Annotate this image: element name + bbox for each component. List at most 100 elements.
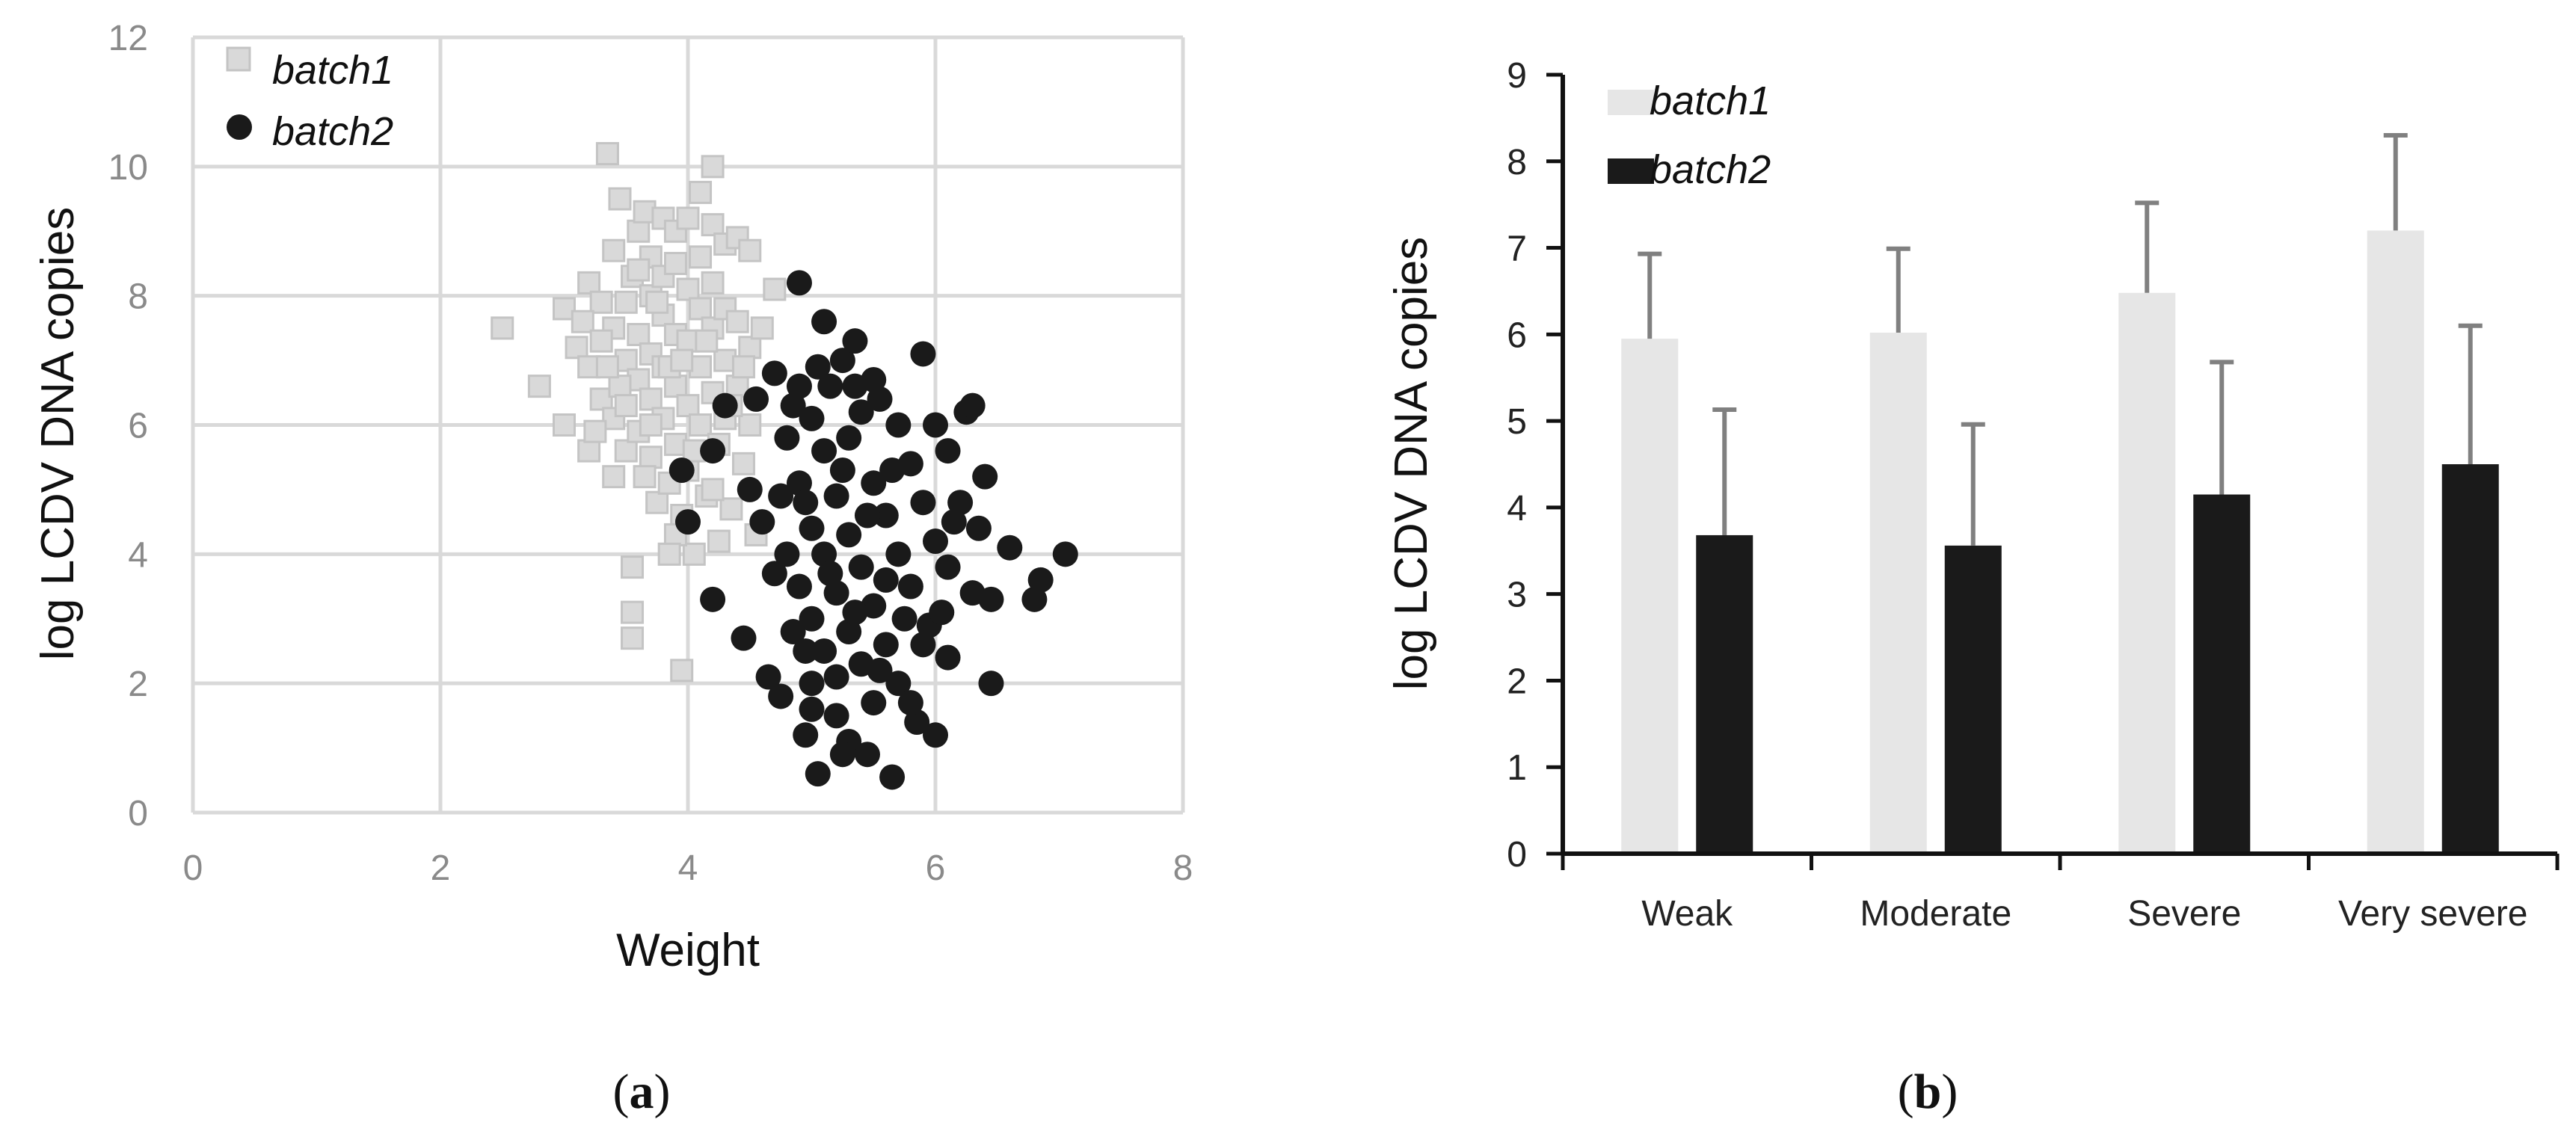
batch2-point	[897, 573, 923, 600]
batch2-point	[749, 509, 775, 535]
batch2-point	[823, 664, 849, 690]
batch2-point	[910, 632, 936, 658]
batch1-point	[639, 387, 663, 411]
batch2-point	[823, 483, 849, 509]
batch2-point	[786, 373, 812, 399]
batch1-point	[491, 316, 514, 340]
batch1-point	[589, 329, 613, 353]
batch2-point	[873, 632, 899, 658]
batch1-bar	[1621, 339, 1679, 854]
scatter-x-tick-label: 0	[183, 848, 203, 888]
batch1-point	[527, 375, 551, 398]
batch2-point	[1027, 567, 1054, 593]
batch1-point	[657, 355, 681, 379]
legend-batch2-label: batch2	[1650, 147, 1771, 192]
legend-batch1-label: batch1	[272, 48, 393, 93]
panel-a-open: (	[613, 1064, 630, 1119]
bar-chart: 0 1 2 3 4 5 6 7 8 9 Weak Moderate Severe Very severe…	[1386, 56, 2560, 1119]
panel-b-open: (	[1898, 1064, 1914, 1119]
batch1-point	[602, 316, 626, 340]
batch1-point	[701, 155, 725, 179]
batch1-point	[639, 446, 663, 469]
batch2-point	[793, 722, 819, 748]
bar-y-tick-labels: 0 1 2 3 4 5 6 7 8 9	[1507, 56, 1527, 875]
batch1-point	[645, 290, 669, 314]
batch2-point	[799, 606, 825, 632]
bar-category-labels: Weak Moderate Severe Very severe	[1641, 894, 2527, 934]
scatter-y-tick-label: 4	[128, 535, 148, 575]
batch2-bar	[2193, 494, 2251, 854]
batch2-point	[978, 586, 1004, 612]
batch2-point	[823, 580, 849, 606]
batch1-point	[670, 348, 694, 372]
batch2-point	[811, 309, 837, 335]
batch2-point	[910, 341, 936, 367]
scatter-y-tick-label: 12	[108, 19, 148, 58]
legend-batch1-marker	[226, 46, 251, 72]
batch1-point	[731, 355, 755, 379]
batch2-point	[675, 509, 701, 535]
scatter-y-tick-label: 0	[128, 794, 148, 834]
batch1-point	[583, 419, 607, 443]
bar-y-tick-label: 1	[1507, 748, 1527, 788]
scatter-y-tick-label: 10	[108, 148, 148, 188]
batch2-point	[768, 483, 794, 509]
batch1-point	[701, 478, 725, 502]
batch1-point	[689, 413, 713, 437]
batch2-point	[965, 515, 992, 541]
scatter-x-tick-label: 2	[431, 848, 451, 888]
batch2-point	[743, 386, 769, 412]
batch2-point	[848, 399, 874, 425]
batch1-point	[689, 245, 713, 269]
batch1-point	[663, 219, 687, 243]
batch2-point	[935, 554, 961, 580]
batch1-point	[738, 413, 762, 437]
batch2-bar	[1696, 534, 1753, 854]
batch2-point	[935, 644, 961, 671]
batch1-point	[602, 238, 626, 262]
batch1-point	[738, 238, 762, 262]
scatter-legend: batch1 batch2	[226, 46, 393, 154]
batch1-point	[614, 290, 638, 314]
batch2-point	[867, 386, 893, 412]
batch1-bar	[1869, 333, 1927, 854]
scatter-y-tick-label: 6	[128, 407, 148, 446]
batch1-point	[627, 219, 651, 243]
batch2-point	[978, 671, 1004, 697]
batch2-point	[935, 438, 961, 464]
batch1-point	[614, 394, 638, 418]
batch1-point	[608, 187, 632, 211]
batch2-point	[873, 502, 899, 529]
batch2-point	[829, 742, 855, 768]
batch2-point	[879, 457, 906, 483]
batch2-point	[811, 541, 837, 567]
scatter-grid	[191, 35, 1185, 815]
batch1-bar	[2118, 292, 2176, 854]
scatter-x-axis-title: Weight	[616, 925, 760, 976]
batch2-point	[997, 534, 1023, 561]
batch1-point	[713, 232, 737, 256]
scatter-x-tick-label: 8	[1173, 848, 1193, 888]
batch2-point	[885, 541, 912, 567]
batch2-point	[786, 573, 812, 600]
batch2-point	[817, 561, 843, 587]
bar-y-tick-label: 5	[1507, 402, 1527, 442]
batch2-point	[836, 425, 862, 451]
batch2-point	[897, 690, 923, 716]
batch2-point	[731, 625, 757, 651]
bar-legend: batch1 batch2	[1608, 78, 1771, 192]
batch2-point	[861, 470, 887, 496]
panel-b-letter: b	[1914, 1064, 1942, 1119]
bar-y-tick-label: 8	[1507, 143, 1527, 182]
bar-y-tick-label: 6	[1507, 315, 1527, 355]
batch2-point	[923, 412, 948, 438]
batch1-point	[577, 271, 601, 295]
batch1-point	[707, 529, 731, 553]
batch2-point	[799, 405, 825, 431]
batch1-point	[657, 542, 681, 566]
batch1-bar	[2367, 230, 2424, 854]
batch2-point	[829, 457, 855, 483]
batch1-point	[571, 309, 594, 333]
batch2-point	[1021, 586, 1048, 612]
scatter-x-tick-labels: 0 2 4 6 8	[183, 848, 1193, 888]
